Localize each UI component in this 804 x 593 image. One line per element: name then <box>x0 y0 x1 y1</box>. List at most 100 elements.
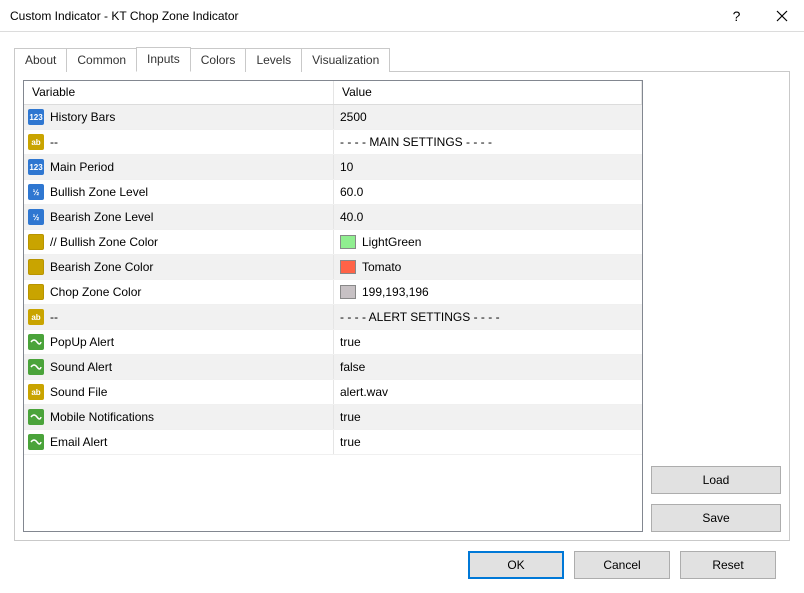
value-text: true <box>340 435 361 449</box>
bool-type-icon <box>28 409 44 425</box>
tab-visualization[interactable]: Visualization <box>301 48 390 72</box>
title-bar: Custom Indicator - KT Chop Zone Indicato… <box>0 0 804 32</box>
cell-variable: ½Bullish Zone Level <box>24 180 334 204</box>
value-text: 40.0 <box>340 210 363 224</box>
variable-name: // Bullish Zone Color <box>50 235 158 249</box>
table-row[interactable]: Mobile Notifications true <box>24 405 642 430</box>
col-header-value[interactable]: Value <box>334 81 642 104</box>
table-row[interactable]: Sound Alert false <box>24 355 642 380</box>
table-row[interactable]: ab-- - - - - MAIN SETTINGS - - - - <box>24 130 642 155</box>
cell-variable: ab -- <box>24 305 334 329</box>
table-row[interactable]: Chop Zone Color 199,193,196 <box>24 280 642 305</box>
variable-name: -- <box>50 135 58 149</box>
table-row[interactable]: ½Bearish Zone Level 40.0 <box>24 205 642 230</box>
reset-button[interactable]: Reset <box>680 551 776 579</box>
cell-value[interactable]: Tomato <box>334 255 642 279</box>
variable-name: PopUp Alert <box>50 335 114 349</box>
int-type-icon: 123 <box>28 159 44 175</box>
cell-value[interactable]: true <box>334 405 642 429</box>
cell-variable: ab-- <box>24 130 334 154</box>
cell-variable: PopUp Alert <box>24 330 334 354</box>
tab-common[interactable]: Common <box>66 48 137 72</box>
cell-variable: // Bullish Zone Color <box>24 230 334 254</box>
value-text: 10 <box>340 160 353 174</box>
cell-variable: Sound Alert <box>24 355 334 379</box>
table-row[interactable]: abSound File alert.wav <box>24 380 642 405</box>
cell-variable: Email Alert <box>24 430 334 454</box>
table-row[interactable]: ab -- - - - - ALERT SETTINGS - - - - <box>24 305 642 330</box>
variable-name: Sound Alert <box>50 360 112 374</box>
cell-value[interactable]: 199,193,196 <box>334 280 642 304</box>
tab-levels[interactable]: Levels <box>245 48 302 72</box>
cell-value[interactable]: - - - - MAIN SETTINGS - - - - <box>334 130 642 154</box>
inputs-table: Variable Value 123History Bars2500ab--- … <box>23 80 643 532</box>
value-text: alert.wav <box>340 385 388 399</box>
close-button[interactable] <box>759 0 804 32</box>
cell-variable: ½Bearish Zone Level <box>24 205 334 229</box>
bool-type-icon <box>28 359 44 375</box>
dialog-content: About Common Inputs Colors Levels Visual… <box>0 32 804 587</box>
value-text: 199,193,196 <box>362 285 429 299</box>
tab-about[interactable]: About <box>14 48 67 72</box>
color-swatch <box>340 235 356 249</box>
variable-name: -- <box>50 310 58 324</box>
str-type-icon: ab <box>28 309 44 325</box>
dbl-type-icon: ½ <box>28 209 44 225</box>
cancel-button[interactable]: Cancel <box>574 551 670 579</box>
cell-variable: Mobile Notifications <box>24 405 334 429</box>
cell-variable: abSound File <box>24 380 334 404</box>
table-row[interactable]: 123 History Bars 2500 <box>24 105 642 130</box>
int-type-icon: 123 <box>28 109 44 125</box>
value-text: LightGreen <box>362 235 421 249</box>
value-text: Tomato <box>362 260 401 274</box>
cell-variable: Bearish Zone Color <box>24 255 334 279</box>
color-swatch <box>340 260 356 274</box>
help-button[interactable]: ? <box>714 0 759 32</box>
table-row[interactable]: Email Alert true <box>24 430 642 455</box>
cell-variable: 123Main Period <box>24 155 334 179</box>
tab-strip: About Common Inputs Colors Levels Visual… <box>14 46 790 71</box>
cell-value[interactable]: false <box>334 355 642 379</box>
value-text: true <box>340 410 361 424</box>
cell-value[interactable]: true <box>334 330 642 354</box>
variable-name: Email Alert <box>50 435 107 449</box>
cell-value[interactable]: 10 <box>334 155 642 179</box>
cell-value[interactable]: 2500 <box>334 105 642 129</box>
clr-type-icon <box>28 259 44 275</box>
cell-value[interactable]: 40.0 <box>334 205 642 229</box>
tab-inputs[interactable]: Inputs <box>136 47 191 72</box>
cell-value[interactable]: - - - - ALERT SETTINGS - - - - <box>334 305 642 329</box>
variable-name: Chop Zone Color <box>50 285 141 299</box>
table-row[interactable]: PopUp Alert true <box>24 330 642 355</box>
table-row[interactable]: Bearish Zone Color Tomato <box>24 255 642 280</box>
cell-value[interactable]: alert.wav <box>334 380 642 404</box>
value-text: - - - - MAIN SETTINGS - - - - <box>340 135 492 149</box>
clr-type-icon <box>28 284 44 300</box>
table-row[interactable]: 123Main Period 10 <box>24 155 642 180</box>
save-button[interactable]: Save <box>651 504 781 532</box>
value-text: 60.0 <box>340 185 363 199</box>
tab-colors[interactable]: Colors <box>190 48 247 72</box>
side-buttons: Load Save <box>651 80 781 532</box>
variable-name: Sound File <box>50 385 107 399</box>
value-text: true <box>340 335 361 349</box>
table-body: 123History Bars2500ab--- - - - MAIN SETT… <box>24 105 642 455</box>
variable-name: Bullish Zone Level <box>50 185 148 199</box>
variable-name: Bearish Zone Color <box>50 260 153 274</box>
color-swatch <box>340 285 356 299</box>
value-text: false <box>340 360 365 374</box>
table-row[interactable]: ½Bullish Zone Level 60.0 <box>24 180 642 205</box>
ok-button[interactable]: OK <box>468 551 564 579</box>
cell-variable: Chop Zone Color <box>24 280 334 304</box>
close-icon <box>776 10 788 22</box>
variable-name: History Bars <box>50 110 115 124</box>
window-title: Custom Indicator - KT Chop Zone Indicato… <box>10 9 714 23</box>
cell-value[interactable]: true <box>334 430 642 454</box>
variable-name: Mobile Notifications <box>50 410 154 424</box>
load-button[interactable]: Load <box>651 466 781 494</box>
table-row[interactable]: // Bullish Zone Color LightGreen <box>24 230 642 255</box>
col-header-variable[interactable]: Variable <box>24 81 334 104</box>
dialog-footer: OK Cancel Reset <box>14 541 790 579</box>
cell-value[interactable]: 60.0 <box>334 180 642 204</box>
cell-value[interactable]: LightGreen <box>334 230 642 254</box>
